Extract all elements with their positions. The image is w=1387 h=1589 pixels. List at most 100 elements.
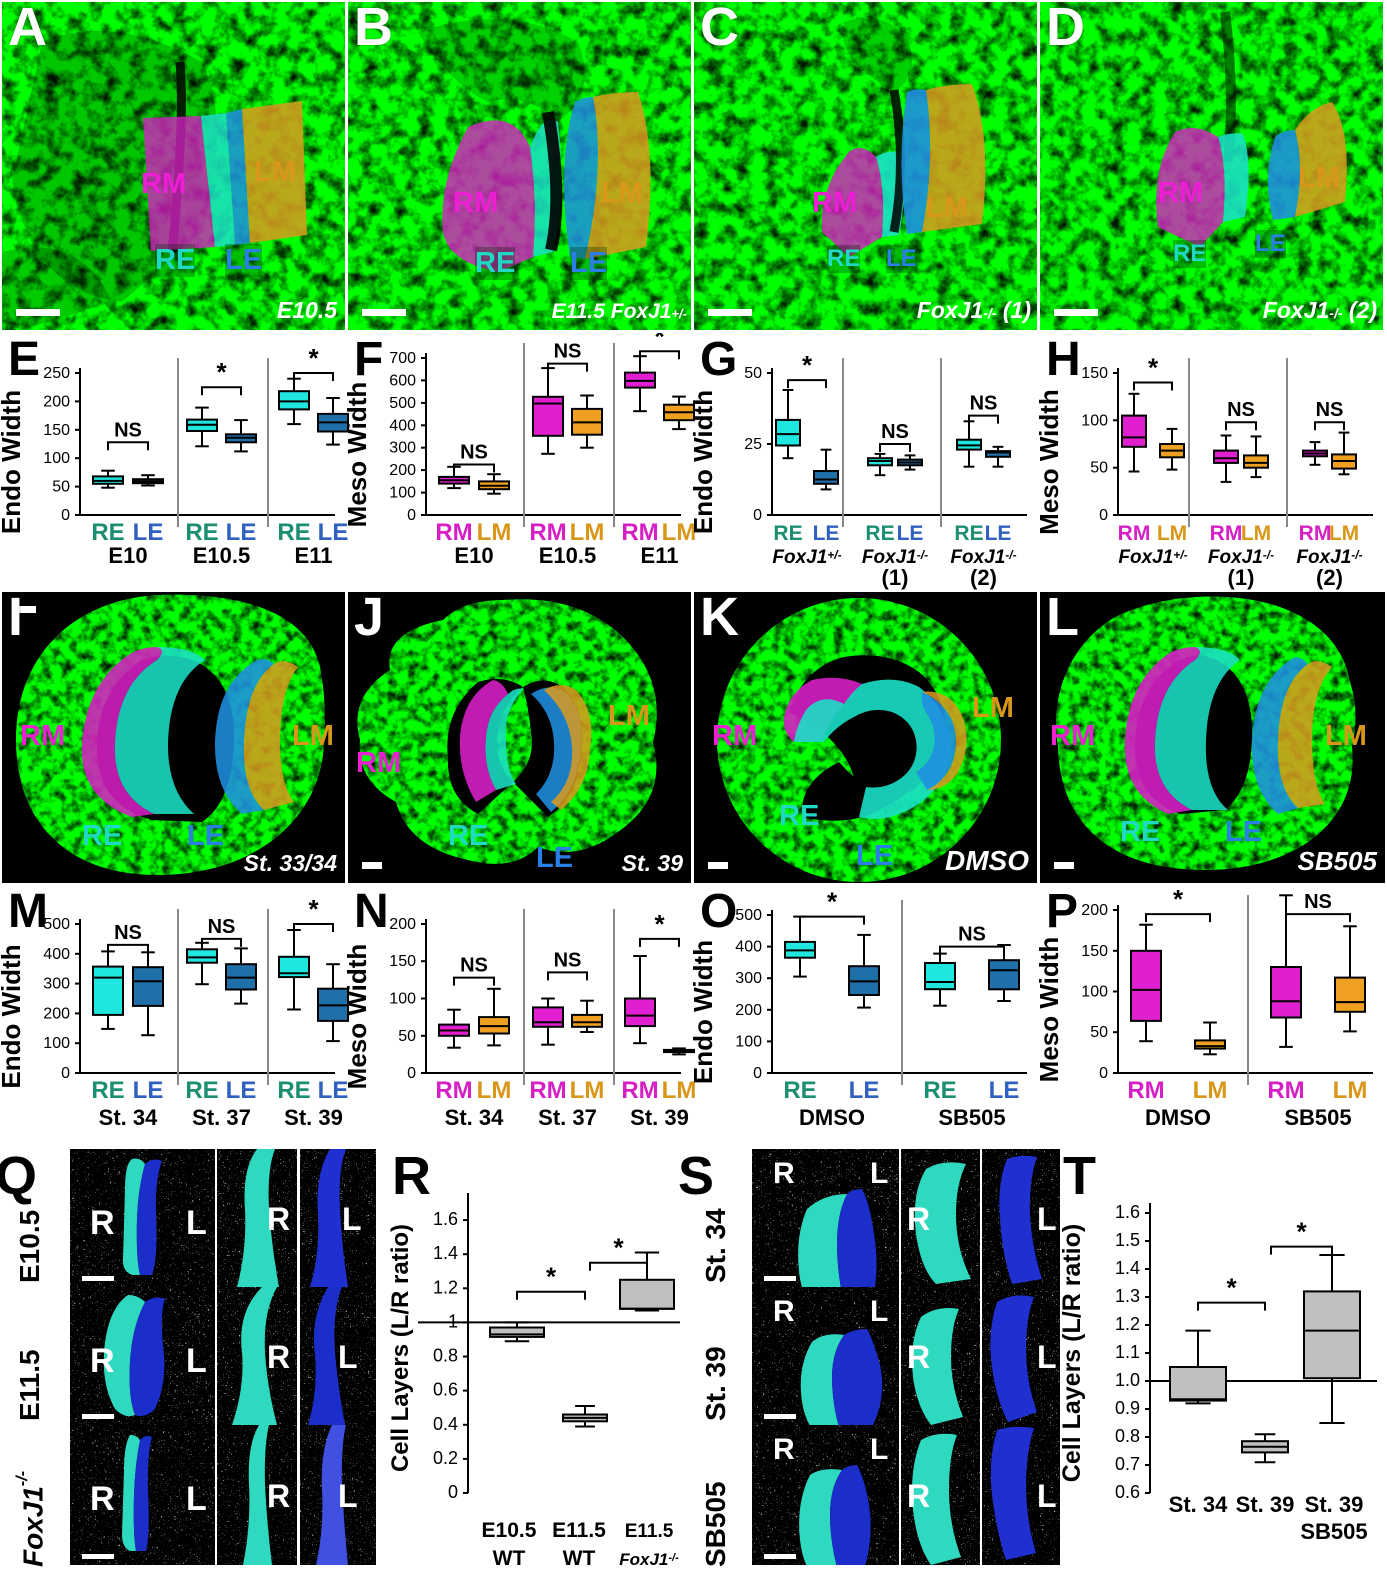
svg-text:LE: LE bbox=[133, 1077, 164, 1104]
svg-text:Endo Width: Endo Width bbox=[688, 390, 718, 534]
svg-text:100: 100 bbox=[735, 1033, 762, 1050]
svg-text:G: G bbox=[700, 333, 737, 386]
svg-text:600: 600 bbox=[389, 372, 416, 389]
svg-text:RM: RM bbox=[529, 519, 566, 546]
svg-text:NS: NS bbox=[1304, 891, 1332, 913]
svg-text:St. 39: St. 39 bbox=[1305, 1492, 1364, 1517]
svg-text:250: 250 bbox=[43, 365, 70, 382]
svg-text:WT: WT bbox=[493, 1547, 526, 1570]
svg-text:(2): (2) bbox=[970, 565, 997, 590]
svg-text:*: * bbox=[1148, 353, 1159, 383]
svg-text:Endo Width: Endo Width bbox=[0, 944, 26, 1088]
svg-text:300: 300 bbox=[389, 440, 416, 457]
svg-text:RM: RM bbox=[1267, 1077, 1304, 1104]
svg-text:St. 34: St. 34 bbox=[1169, 1492, 1228, 1517]
svg-text:1.2: 1.2 bbox=[1115, 1314, 1140, 1334]
svg-text:LM: LM bbox=[1193, 1077, 1228, 1104]
svg-text:(1): (1) bbox=[1228, 565, 1255, 590]
svg-text:0: 0 bbox=[407, 1065, 416, 1082]
svg-text:200: 200 bbox=[1081, 902, 1108, 919]
svg-text:RM: RM bbox=[621, 1077, 658, 1104]
svg-text:St. 39: St. 39 bbox=[630, 1105, 689, 1130]
svg-text:LM: LM bbox=[570, 519, 605, 546]
svg-text:150: 150 bbox=[389, 953, 416, 970]
svg-text:1.5: 1.5 bbox=[1115, 1230, 1140, 1250]
svg-text:E: E bbox=[8, 333, 40, 386]
svg-text:200: 200 bbox=[43, 1005, 70, 1022]
svg-text:*: * bbox=[654, 333, 665, 351]
svg-text:SB505: SB505 bbox=[938, 1105, 1005, 1130]
svg-text:100: 100 bbox=[389, 485, 416, 502]
svg-text:DMSO: DMSO bbox=[799, 1105, 865, 1130]
svg-text:Meso Width: Meso Width bbox=[1034, 937, 1064, 1083]
svg-text:100: 100 bbox=[43, 1035, 70, 1052]
svg-text:E10: E10 bbox=[108, 543, 147, 568]
svg-text:400: 400 bbox=[389, 417, 416, 434]
svg-text:200: 200 bbox=[389, 462, 416, 479]
svg-text:100: 100 bbox=[1081, 412, 1108, 429]
svg-text:RE: RE bbox=[865, 522, 894, 545]
svg-text:LE: LE bbox=[813, 522, 840, 545]
svg-text:1.2: 1.2 bbox=[433, 1277, 458, 1297]
svg-text:St. 37: St. 37 bbox=[192, 1105, 251, 1130]
svg-text:Cell Layers (L/R ratio): Cell Layers (L/R ratio) bbox=[1058, 1224, 1086, 1482]
svg-text:RM: RM bbox=[529, 1077, 566, 1104]
svg-text:150: 150 bbox=[1081, 365, 1108, 382]
svg-text:FoxJ1-/-: FoxJ1-/- bbox=[619, 1550, 679, 1569]
svg-text:Endo Width: Endo Width bbox=[688, 940, 718, 1084]
svg-text:LE: LE bbox=[133, 519, 164, 546]
svg-text:0.9: 0.9 bbox=[1115, 1398, 1140, 1418]
svg-text:NS: NS bbox=[554, 341, 582, 363]
svg-text:0.4: 0.4 bbox=[433, 1414, 458, 1434]
svg-text:1.4: 1.4 bbox=[1115, 1258, 1140, 1278]
svg-text:0.8: 0.8 bbox=[433, 1346, 458, 1366]
svg-text:*: * bbox=[1173, 885, 1184, 914]
svg-text:25: 25 bbox=[744, 436, 762, 453]
svg-text:NS: NS bbox=[460, 442, 488, 464]
svg-text:E10.5: E10.5 bbox=[482, 1519, 537, 1542]
svg-text:200: 200 bbox=[735, 1002, 762, 1019]
svg-text:*: * bbox=[546, 1262, 557, 1292]
svg-text:RE: RE bbox=[773, 522, 802, 545]
svg-text:E10: E10 bbox=[454, 543, 493, 568]
svg-text:WT: WT bbox=[563, 1547, 596, 1570]
svg-text:RE: RE bbox=[277, 1077, 310, 1104]
svg-text:1.0: 1.0 bbox=[1115, 1370, 1140, 1390]
svg-text:LE: LE bbox=[989, 1077, 1020, 1104]
svg-text:Meso Width: Meso Width bbox=[342, 382, 372, 528]
svg-text:St. 34: St. 34 bbox=[445, 1105, 504, 1130]
svg-text:0: 0 bbox=[407, 507, 416, 524]
svg-text:Cell Layers (L/R ratio): Cell Layers (L/R ratio) bbox=[387, 1224, 414, 1472]
svg-text:RM: RM bbox=[1118, 522, 1151, 545]
svg-text:NS: NS bbox=[208, 916, 236, 938]
svg-text:E11.5: E11.5 bbox=[625, 1521, 674, 1542]
svg-text:0: 0 bbox=[753, 1065, 762, 1082]
svg-text:E11: E11 bbox=[295, 543, 333, 568]
svg-text:Meso Width: Meso Width bbox=[342, 944, 372, 1090]
svg-text:NS: NS bbox=[881, 421, 909, 443]
svg-text:1.6: 1.6 bbox=[433, 1209, 458, 1229]
svg-text:LE: LE bbox=[849, 1077, 880, 1104]
svg-text:150: 150 bbox=[43, 422, 70, 439]
svg-text:E10.5: E10.5 bbox=[193, 543, 251, 568]
svg-text:Meso Width: Meso Width bbox=[1034, 389, 1064, 535]
svg-text:700: 700 bbox=[389, 350, 416, 367]
svg-text:100: 100 bbox=[43, 450, 70, 467]
svg-text:RE: RE bbox=[91, 1077, 124, 1104]
svg-text:0.6: 0.6 bbox=[1115, 1482, 1140, 1502]
svg-text:E11: E11 bbox=[641, 543, 679, 568]
svg-text:50: 50 bbox=[1090, 460, 1108, 477]
svg-text:0.8: 0.8 bbox=[1115, 1426, 1140, 1446]
svg-text:O: O bbox=[700, 885, 737, 938]
svg-text:0.2: 0.2 bbox=[433, 1448, 458, 1468]
svg-text:0: 0 bbox=[1099, 507, 1108, 524]
svg-text:RM: RM bbox=[1299, 522, 1332, 545]
svg-text:St. 37: St. 37 bbox=[538, 1105, 597, 1130]
svg-text:*: * bbox=[308, 894, 319, 924]
svg-text:100: 100 bbox=[389, 991, 416, 1008]
svg-text:*: * bbox=[1226, 1273, 1237, 1303]
svg-text:RM: RM bbox=[435, 1077, 472, 1104]
svg-text:RM: RM bbox=[1210, 522, 1243, 545]
svg-text:1.1: 1.1 bbox=[1115, 1342, 1140, 1362]
svg-text:RE: RE bbox=[91, 519, 124, 546]
